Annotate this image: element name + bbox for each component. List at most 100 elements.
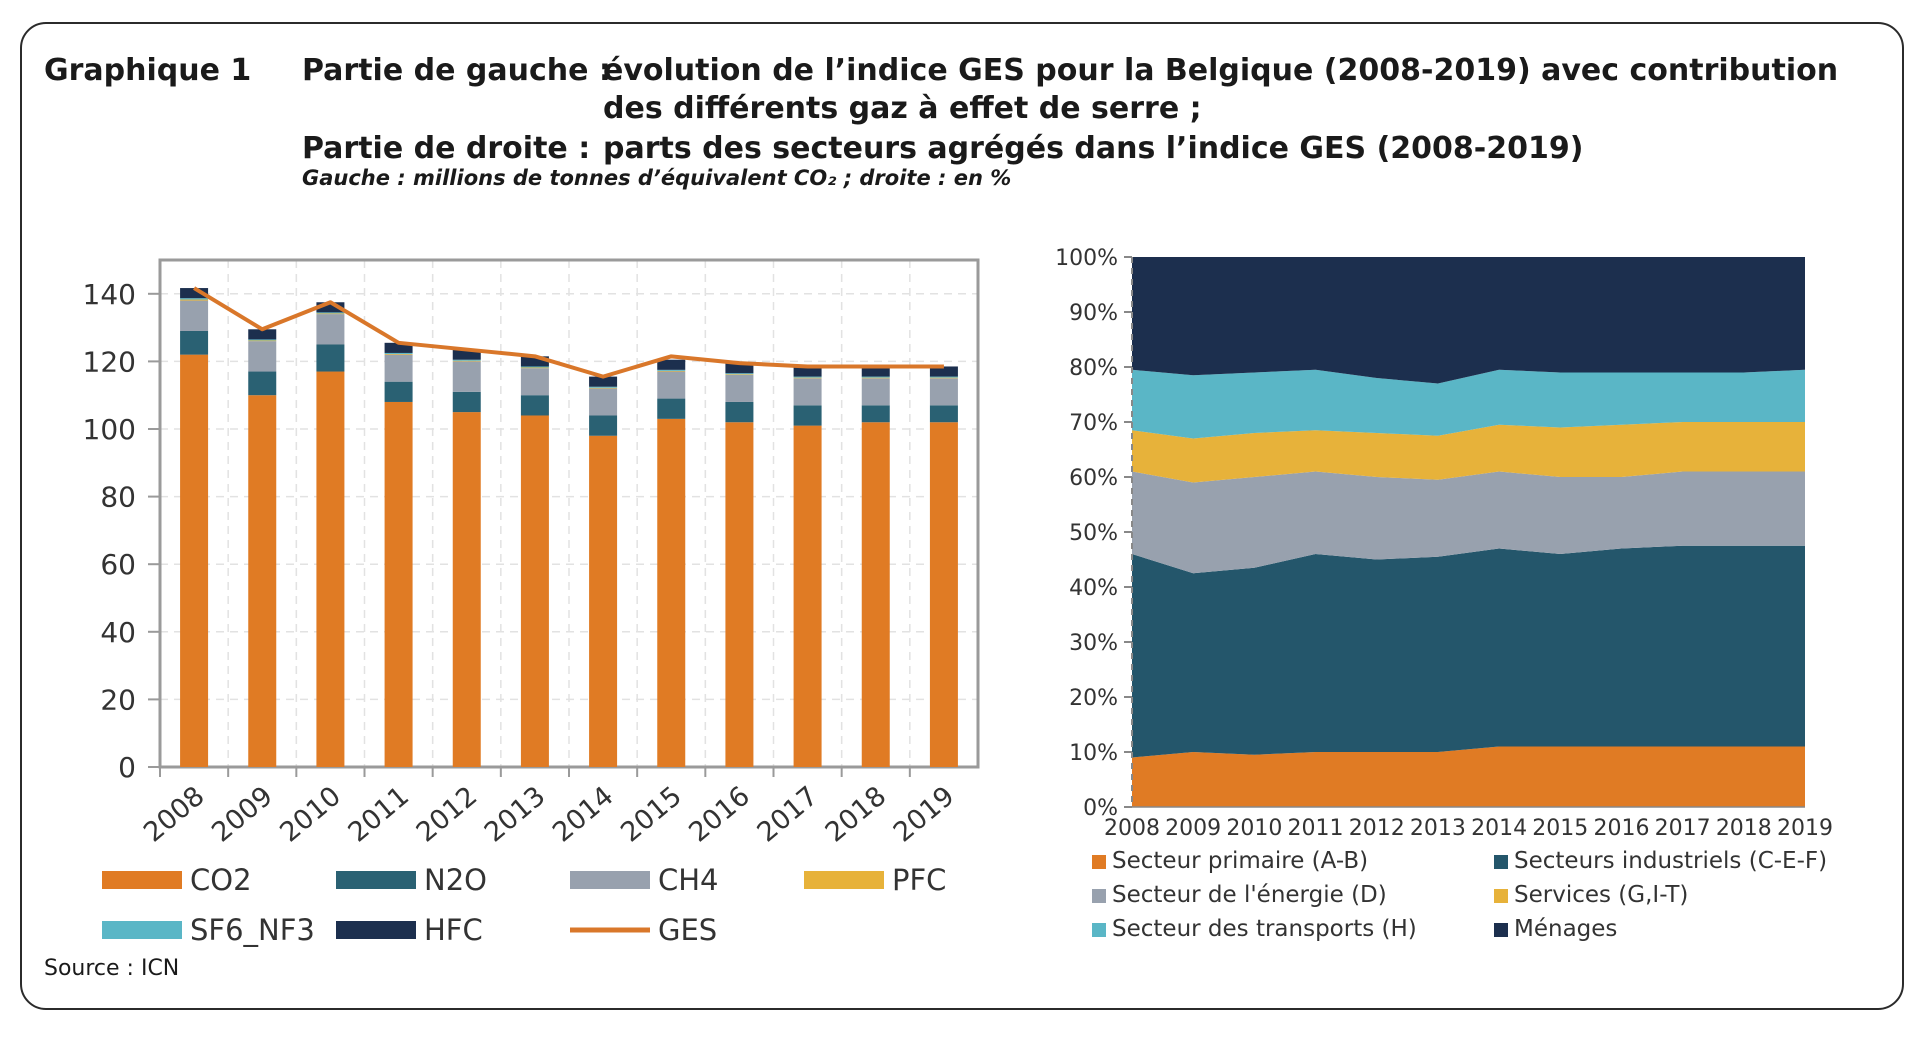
x-tick-label: 2018 — [1716, 816, 1772, 841]
legend-label: GES — [658, 913, 717, 947]
legend-label: Services (G,I-T) — [1514, 882, 1688, 908]
area-layer — [1132, 422, 1805, 483]
x-tick-label: 2016 — [1593, 816, 1649, 841]
legend-swatch — [1494, 923, 1508, 937]
bar-segment-hfc — [316, 302, 345, 313]
bar-segment-pfc — [384, 353, 413, 355]
y-tick-label: 40 — [100, 616, 136, 649]
y-tick-label: 80 — [100, 481, 136, 514]
y-tick-label: 50% — [1069, 521, 1118, 546]
bar-segment-ch4 — [861, 378, 890, 406]
y-tick-label: 30% — [1069, 631, 1118, 656]
area-layer — [1132, 257, 1805, 384]
bar-segment-ch4 — [384, 354, 413, 382]
bar-segment-hfc — [520, 356, 549, 367]
y-tick-label: 70% — [1069, 411, 1118, 436]
x-tick-label: 2013 — [1410, 816, 1466, 841]
y-tick-label: 60 — [100, 548, 136, 581]
bar-segment-ch4 — [589, 388, 618, 416]
area-layer — [1132, 545, 1805, 758]
bar-segment-co2 — [520, 415, 549, 767]
y-tick-label: 0 — [118, 751, 136, 784]
legend-label: PFC — [892, 863, 946, 897]
bar-segment-hfc — [861, 366, 890, 377]
legend-label: SF6_NF3 — [190, 913, 315, 947]
bar-segment-n2o — [384, 381, 413, 402]
bar-segment-ch4 — [793, 378, 822, 406]
bar-segment-pfc — [725, 374, 754, 375]
bar-segment-ch4 — [452, 361, 481, 392]
bar-segment-co2 — [248, 395, 277, 767]
bar-segment-ch4 — [180, 300, 209, 331]
units-note: Gauche : millions de tonnes d’équivalent… — [302, 166, 1012, 190]
bar-segment-sf6_nf3 — [793, 376, 822, 378]
bar-segment-co2 — [180, 354, 209, 767]
legend-swatch — [570, 871, 650, 889]
left-part-text-line2: des différents gaz à effet de serre ; — [603, 91, 1202, 126]
legend-swatch — [804, 871, 884, 889]
right-part-text: parts des secteurs agrégés dans l’indice… — [603, 131, 1584, 166]
legend-label: Secteurs industriels (C-E-F) — [1514, 848, 1827, 874]
bar-segment-co2 — [384, 401, 413, 767]
bar-segment-co2 — [657, 418, 686, 767]
bar-segment-pfc — [180, 299, 209, 301]
bar-segment-ch4 — [248, 341, 277, 372]
bar-segment-sf6_nf3 — [657, 369, 686, 371]
graph-label: Graphique 1 — [44, 53, 252, 88]
bar-segment-hfc — [725, 363, 754, 374]
y-tick-label: 20% — [1069, 686, 1118, 711]
bar-segment-n2o — [452, 391, 481, 413]
right-part-label: Partie de droite : — [302, 131, 591, 166]
area-layer — [1132, 746, 1805, 807]
bar-segment-pfc — [316, 313, 345, 315]
bar-segment-co2 — [929, 422, 958, 767]
figure-frame — [20, 22, 1904, 1010]
bar-segment-hfc — [657, 359, 686, 370]
bar-segment-n2o — [861, 405, 890, 423]
x-tick-label: 2015 — [1532, 816, 1588, 841]
legend-label: Ménages — [1514, 916, 1617, 942]
bar-segment-pfc — [793, 377, 822, 379]
x-tick-label: 2009 — [1165, 816, 1221, 841]
legend-label: Secteur des transports (H) — [1112, 916, 1417, 942]
legend-swatch — [1092, 889, 1106, 903]
bar-segment-n2o — [180, 330, 209, 355]
bar-segment-sf6_nf3 — [725, 373, 754, 375]
y-tick-label: 120 — [83, 345, 136, 378]
bar-segment-co2 — [861, 422, 890, 767]
legend-swatch — [102, 871, 182, 889]
bar-segment-co2 — [316, 371, 345, 767]
bar-segment-ch4 — [520, 368, 549, 396]
bar-segment-sf6_nf3 — [520, 366, 549, 368]
bar-segment-hfc — [180, 288, 209, 299]
bar-segment-sf6_nf3 — [861, 376, 890, 378]
bar-segment-sf6_nf3 — [248, 339, 277, 341]
bar-segment-sf6_nf3 — [180, 298, 209, 300]
y-tick-label: 40% — [1069, 576, 1118, 601]
legend-swatch — [1092, 923, 1106, 937]
legend-swatch — [1092, 855, 1106, 869]
legend-swatch — [1494, 855, 1508, 869]
bar-segment-sf6_nf3 — [929, 376, 958, 378]
bar-segment-ch4 — [657, 371, 686, 399]
y-tick-label: 10% — [1069, 741, 1118, 766]
bar-segment-n2o — [929, 405, 958, 423]
bar-segment-pfc — [248, 340, 277, 342]
bar-segment-co2 — [589, 435, 618, 767]
bar-segment-hfc — [589, 376, 618, 387]
y-tick-label: 0% — [1083, 796, 1118, 821]
x-tick-label: 2010 — [1226, 816, 1282, 841]
legend-swatch — [336, 871, 416, 889]
bar-segment-n2o — [793, 405, 822, 426]
bar-segment-n2o — [316, 344, 345, 372]
left-part-text-line1: évolution de l’indice GES pour la Belgiq… — [603, 53, 1839, 88]
legend-label: CH4 — [658, 863, 719, 897]
y-tick-label: 100 — [83, 413, 136, 446]
bar-segment-pfc — [929, 377, 958, 379]
area-layer — [1132, 369, 1805, 439]
ges-line — [193, 286, 944, 379]
y-tick-label: 80% — [1069, 356, 1118, 381]
left-part-label: Partie de gauche : — [302, 53, 611, 88]
